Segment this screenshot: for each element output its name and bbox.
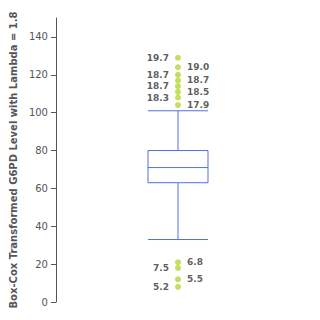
svg-text:18.7: 18.7 bbox=[147, 81, 169, 91]
svg-text:120: 120 bbox=[29, 69, 48, 80]
svg-text:5.2: 5.2 bbox=[153, 282, 169, 292]
svg-text:100: 100 bbox=[29, 107, 48, 118]
svg-text:0: 0 bbox=[42, 297, 48, 308]
svg-text:19.7: 19.7 bbox=[147, 53, 169, 63]
svg-text:40: 40 bbox=[35, 221, 48, 232]
svg-text:19.0: 19.0 bbox=[187, 62, 209, 72]
svg-text:140: 140 bbox=[29, 31, 48, 42]
svg-text:Box-Cox Transformed G6PD Level: Box-Cox Transformed G6PD Level with Lamb… bbox=[8, 11, 19, 308]
svg-text:20: 20 bbox=[35, 259, 48, 270]
svg-text:5.5: 5.5 bbox=[187, 274, 203, 284]
svg-text:18.7: 18.7 bbox=[147, 70, 169, 80]
svg-text:18.5: 18.5 bbox=[187, 87, 209, 97]
svg-text:6.8: 6.8 bbox=[187, 257, 203, 267]
svg-text:60: 60 bbox=[35, 183, 48, 194]
svg-text:80: 80 bbox=[35, 145, 48, 156]
svg-text:7.5: 7.5 bbox=[153, 263, 169, 273]
svg-text:18.7: 18.7 bbox=[187, 75, 209, 85]
svg-text:17.9: 17.9 bbox=[187, 100, 209, 110]
svg-text:18.3: 18.3 bbox=[147, 93, 169, 103]
